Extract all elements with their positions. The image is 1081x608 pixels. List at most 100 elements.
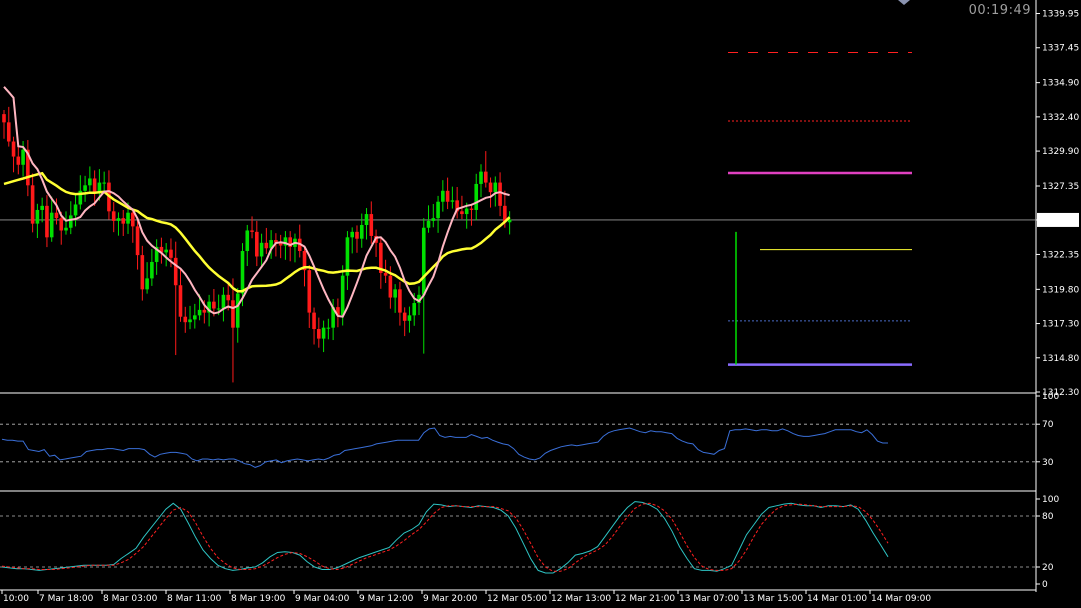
time-tick-label: 10:00 — [3, 594, 29, 604]
candle-body — [441, 190, 445, 202]
rsi-tick-label: 100 — [1042, 392, 1059, 402]
time-tick-label: 9 Mar 12:00 — [359, 594, 414, 604]
candle-body — [2, 114, 6, 123]
candle-body — [421, 227, 426, 295]
candle-body — [183, 316, 188, 323]
server-clock: 00:19:49 — [968, 3, 1031, 18]
candle-body — [21, 149, 25, 165]
candle-body — [407, 315, 412, 321]
candle-body — [259, 242, 264, 257]
candle-body — [102, 182, 106, 184]
candle-body — [498, 182, 502, 206]
candle-body — [307, 270, 312, 313]
candle-body — [488, 182, 493, 193]
candle-body — [255, 231, 259, 257]
candle-body — [283, 237, 288, 246]
candle-body — [35, 209, 40, 224]
price-tick-label: 1329.90 — [1042, 147, 1079, 157]
candle-body — [336, 307, 340, 316]
candle-body — [379, 242, 383, 273]
candle-body — [417, 294, 421, 304]
candle-body — [59, 218, 64, 231]
candle-body — [312, 312, 316, 330]
candle-body — [235, 293, 240, 328]
candle-body — [97, 182, 102, 194]
candle-body — [6, 122, 11, 142]
candle-body — [483, 171, 488, 183]
price-tick-label: 1327.35 — [1042, 182, 1079, 192]
current-price-box — [1037, 212, 1079, 227]
candle-body — [135, 226, 140, 256]
price-tick-label: 1312.30 — [1042, 388, 1079, 398]
time-tick-label: 8 Mar 19:00 — [231, 594, 286, 604]
price-tick-label: 1319.80 — [1042, 285, 1079, 295]
time-tick-label: 14 Mar 09:00 — [871, 594, 931, 604]
candle-body — [193, 315, 197, 320]
candle-body — [111, 211, 116, 221]
price-tick-label: 1314.80 — [1042, 354, 1079, 364]
candle-body — [173, 257, 178, 286]
candle-body — [145, 278, 149, 290]
candle-body — [45, 205, 49, 238]
candle-body — [455, 200, 459, 212]
time-tick-label: 9 Mar 20:00 — [423, 594, 478, 604]
candle-body — [154, 246, 159, 262]
candle-body — [388, 275, 393, 298]
candle-body — [264, 242, 269, 249]
candle-body — [188, 319, 192, 323]
candle-body — [402, 312, 407, 321]
candle-body — [68, 215, 73, 228]
candle-body — [364, 214, 369, 226]
candle-body — [469, 208, 474, 210]
candle-body — [26, 149, 30, 186]
candle-body — [164, 249, 168, 253]
candle-body — [359, 225, 364, 239]
candle-body — [317, 329, 321, 339]
time-tick-label: 12 Mar 13:00 — [551, 594, 611, 604]
candle-body — [83, 185, 87, 191]
candle-body — [240, 251, 245, 294]
candle-body — [302, 251, 307, 271]
candle-body — [507, 219, 512, 223]
candle-body — [30, 185, 35, 224]
price-tick-label: 1337.45 — [1042, 44, 1079, 54]
ma-fast-line — [3, 86, 510, 318]
candle-body — [464, 208, 469, 215]
candle-body — [73, 204, 78, 216]
candle-body — [231, 300, 235, 328]
candle-body — [216, 308, 221, 310]
stoch-signal-line — [1, 502, 889, 572]
candle-body — [178, 285, 183, 317]
candle-body — [340, 275, 345, 316]
current-price-label: 1324.87 — [1040, 216, 1077, 226]
candle-body — [64, 227, 68, 231]
candle-body — [250, 230, 254, 232]
candle-body — [331, 307, 335, 328]
candle-body — [412, 303, 417, 316]
candle-body — [393, 289, 397, 298]
candle-body — [503, 205, 507, 223]
candle-body — [121, 218, 126, 224]
candle-body — [383, 272, 388, 276]
candle-body — [355, 231, 359, 239]
candle-body — [426, 220, 431, 228]
arrow-marker-icon — [898, 0, 910, 5]
candle-body — [278, 242, 283, 246]
time-tick-label: 8 Mar 11:00 — [167, 594, 222, 604]
candle-body — [398, 289, 402, 313]
stoch-tick-label: 100 — [1042, 495, 1059, 505]
candle-body — [221, 294, 226, 309]
candle-body — [197, 309, 202, 316]
rsi-line — [1, 427, 888, 468]
candle-body — [16, 156, 21, 165]
candle-body — [202, 309, 207, 313]
rsi-tick-label: 70 — [1042, 420, 1054, 430]
candle-body — [350, 231, 355, 238]
candle-body — [78, 190, 83, 205]
price-tick-label: 1339.95 — [1042, 10, 1079, 20]
candle-body — [130, 212, 135, 227]
time-tick-label: 8 Mar 03:00 — [103, 594, 158, 604]
candle-body — [479, 171, 483, 184]
candle-body — [54, 212, 59, 219]
